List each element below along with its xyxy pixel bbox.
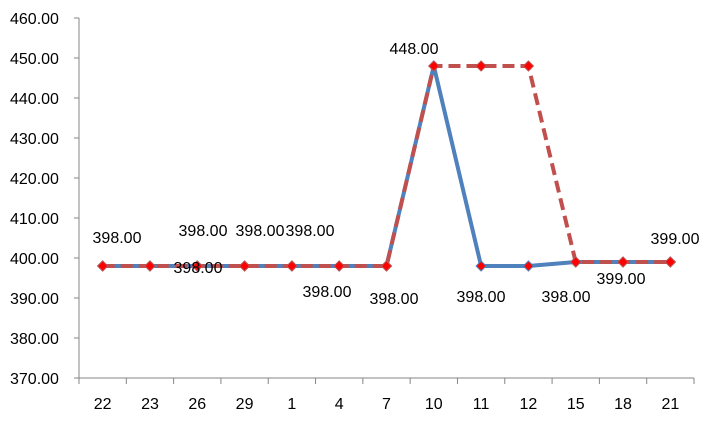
data-label: 398.00 [303,284,352,301]
y-tick-label: 450.00 [10,51,59,68]
series-2-point [286,260,298,272]
data-label: 398.00 [457,289,506,306]
series-2-point [522,60,535,72]
data-label: 398.00 [370,291,419,308]
axes [78,18,694,379]
series-2-point [191,260,203,272]
x-tick-label: 26 [188,396,206,413]
x-tick-label: 1 [287,396,296,413]
series-2-point [238,260,251,272]
y-axis-ticks: 370.00 380.00 390.00 400.00 410.00 420.00 430.… [10,11,79,388]
x-tick-label: 4 [335,396,344,413]
y-tick-label: 400.00 [10,251,59,268]
series-2-point [380,260,393,272]
series-2-point [428,60,440,72]
data-label: 398.00 [286,223,335,240]
data-label: 398.00 [93,230,142,247]
series-2-point [333,260,345,272]
x-tick-label: 21 [661,396,679,413]
x-tick-label: 10 [425,396,443,413]
y-tick-label: 380.00 [10,331,59,348]
x-tick-label: 12 [520,396,538,413]
y-tick-label: 390.00 [10,291,59,308]
series-2-point [96,260,109,272]
series-2-point [570,256,582,268]
x-axis-ticks: 22 23 26 29 1 4 7 10 11 12 15 18 21 [78,378,695,413]
data-label: 399.00 [651,231,700,248]
data-label: 398.00 [179,223,228,240]
x-tick-label: 15 [567,396,585,413]
data-label: 399.00 [597,271,646,288]
series-1-point [522,260,535,272]
x-tick-label: 7 [382,396,391,413]
y-tick-label: 440.00 [10,91,59,108]
series-layer [96,60,677,272]
data-label: 398.00 [542,289,591,306]
data-label: 398.00 [236,223,285,240]
series-2-point [664,256,677,268]
x-tick-label: 23 [141,396,159,413]
x-tick-label: 11 [473,396,490,413]
y-tick-label: 410.00 [10,211,59,228]
y-tick-label: 370.00 [10,371,59,388]
y-tick-label: 420.00 [10,171,59,188]
x-tick-label: 29 [236,396,254,413]
data-label: 398.00 [174,260,223,277]
series-2-point [144,260,156,272]
y-tick-label: 460.00 [10,11,59,28]
x-tick-label: 18 [614,396,632,413]
data-label: 448.00 [390,41,439,58]
series-1-point [475,260,487,272]
x-tick-label: 22 [94,396,112,413]
series-2-point [475,60,487,72]
series-2-point [617,256,629,268]
y-tick-label: 430.00 [10,131,59,148]
